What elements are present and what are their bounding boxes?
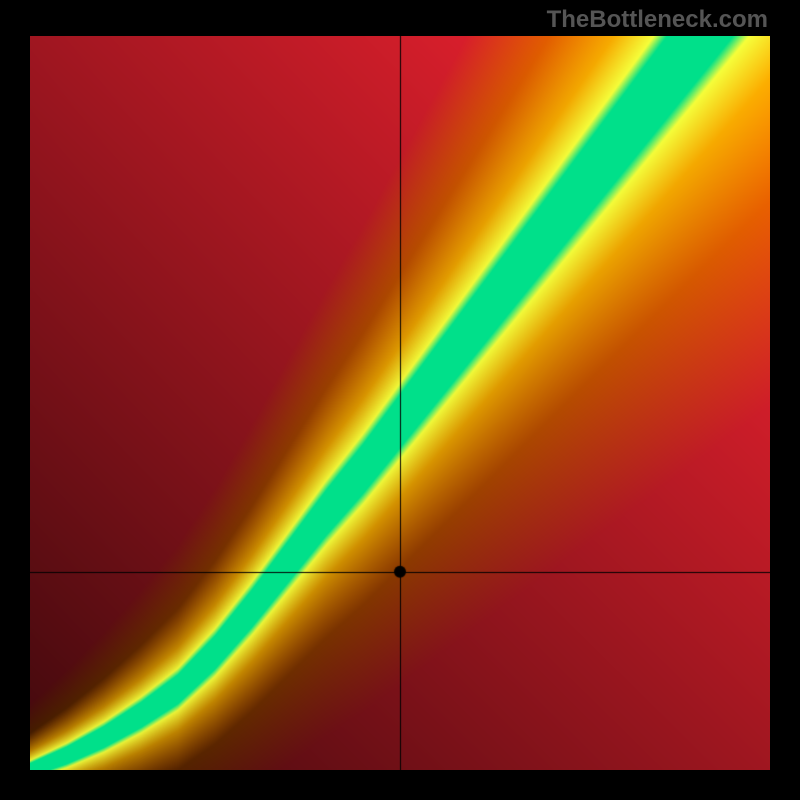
watermark-text: TheBottleneck.com: [547, 6, 768, 34]
overlay-canvas: [30, 36, 770, 770]
plot-area: [30, 36, 770, 770]
